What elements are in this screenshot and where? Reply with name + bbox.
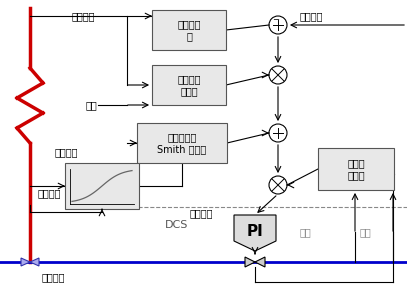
Bar	[318, 148, 394, 190]
Text: 入口温度: 入口温度	[42, 272, 66, 282]
Bar	[152, 10, 226, 50]
Text: 实际温度: 实际温度	[72, 11, 96, 21]
Text: 基于模型的
Smith 预估器: 基于模型的 Smith 预估器	[158, 132, 207, 154]
Text: 温度设定: 温度设定	[300, 11, 324, 21]
Text: 流量: 流量	[360, 227, 372, 237]
Bar	[152, 65, 226, 105]
Text: 数学模型: 数学模型	[55, 147, 79, 157]
Bar	[65, 163, 139, 209]
Text: DCS: DCS	[165, 220, 188, 230]
Text: 状态观测
器: 状态观测 器	[177, 19, 201, 41]
Text: 开度: 开度	[300, 227, 312, 237]
Polygon shape	[21, 258, 30, 266]
Text: PI: PI	[247, 223, 263, 238]
Text: 压力: 压力	[85, 100, 97, 110]
Polygon shape	[245, 257, 255, 267]
Text: 自学习
功能块: 自学习 功能块	[347, 158, 365, 180]
Text: 熔值变增
益控制: 熔值变增 益控制	[177, 74, 201, 96]
Polygon shape	[234, 215, 276, 251]
Text: −: −	[272, 16, 279, 25]
Polygon shape	[255, 257, 265, 267]
Text: 优化软件: 优化软件	[190, 208, 214, 218]
Bar	[137, 123, 227, 163]
Polygon shape	[30, 258, 39, 266]
Text: 导前温度: 导前温度	[38, 188, 61, 198]
